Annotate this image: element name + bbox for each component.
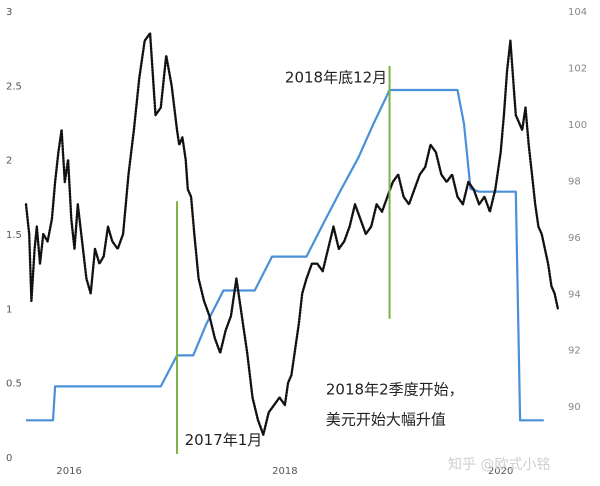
y-left-tick-label: 2.5 xyxy=(6,81,22,92)
series-left-line-group xyxy=(24,32,559,436)
watermark-text: 知乎 @欧式小铭 xyxy=(448,456,550,473)
y-left-tick-label: 0.5 xyxy=(6,379,22,390)
x-axis: 2016 2018 2020 xyxy=(56,466,513,477)
y-left-tick-label: 2 xyxy=(6,156,12,167)
y-right-tick-label: 92 xyxy=(568,346,581,357)
y-axis-left: 0 0.5 1 1.5 2 2.5 3 xyxy=(6,7,22,464)
y-left-tick-label: 1 xyxy=(6,304,12,315)
y-right-tick-label: 102 xyxy=(568,63,587,74)
y-right-tick-label: 98 xyxy=(568,176,581,187)
x-tick-label: 2018 xyxy=(272,466,297,477)
annotation-label: 2018年底12月 xyxy=(285,68,387,86)
y-left-tick-label: 3 xyxy=(6,7,12,18)
annotation-label: 2018年2季度开始， xyxy=(326,381,464,399)
series-left-line xyxy=(24,32,559,436)
annotation-label: 美元开始大幅升值 xyxy=(326,410,446,428)
annotation-group: 2018年底12月 2018年2季度开始， 美元开始大幅升值 2017年1月 xyxy=(185,68,464,449)
y-right-tick-label: 90 xyxy=(568,402,581,413)
y-right-tick-label: 94 xyxy=(568,289,581,300)
y-left-tick-label: 0 xyxy=(6,453,12,464)
y-right-tick-label: 100 xyxy=(568,120,587,131)
y-right-tick-label: 96 xyxy=(568,233,581,244)
y-axis-right: 90 92 94 96 98 100 102 104 xyxy=(568,7,587,413)
y-left-tick-label: 1.5 xyxy=(6,230,22,241)
x-tick-label: 2020 xyxy=(488,466,513,477)
y-right-tick-label: 104 xyxy=(568,7,587,18)
x-tick-label: 2016 xyxy=(56,466,81,477)
vertical-marker-group xyxy=(176,66,391,455)
annotation-label: 2017年1月 xyxy=(185,431,263,449)
